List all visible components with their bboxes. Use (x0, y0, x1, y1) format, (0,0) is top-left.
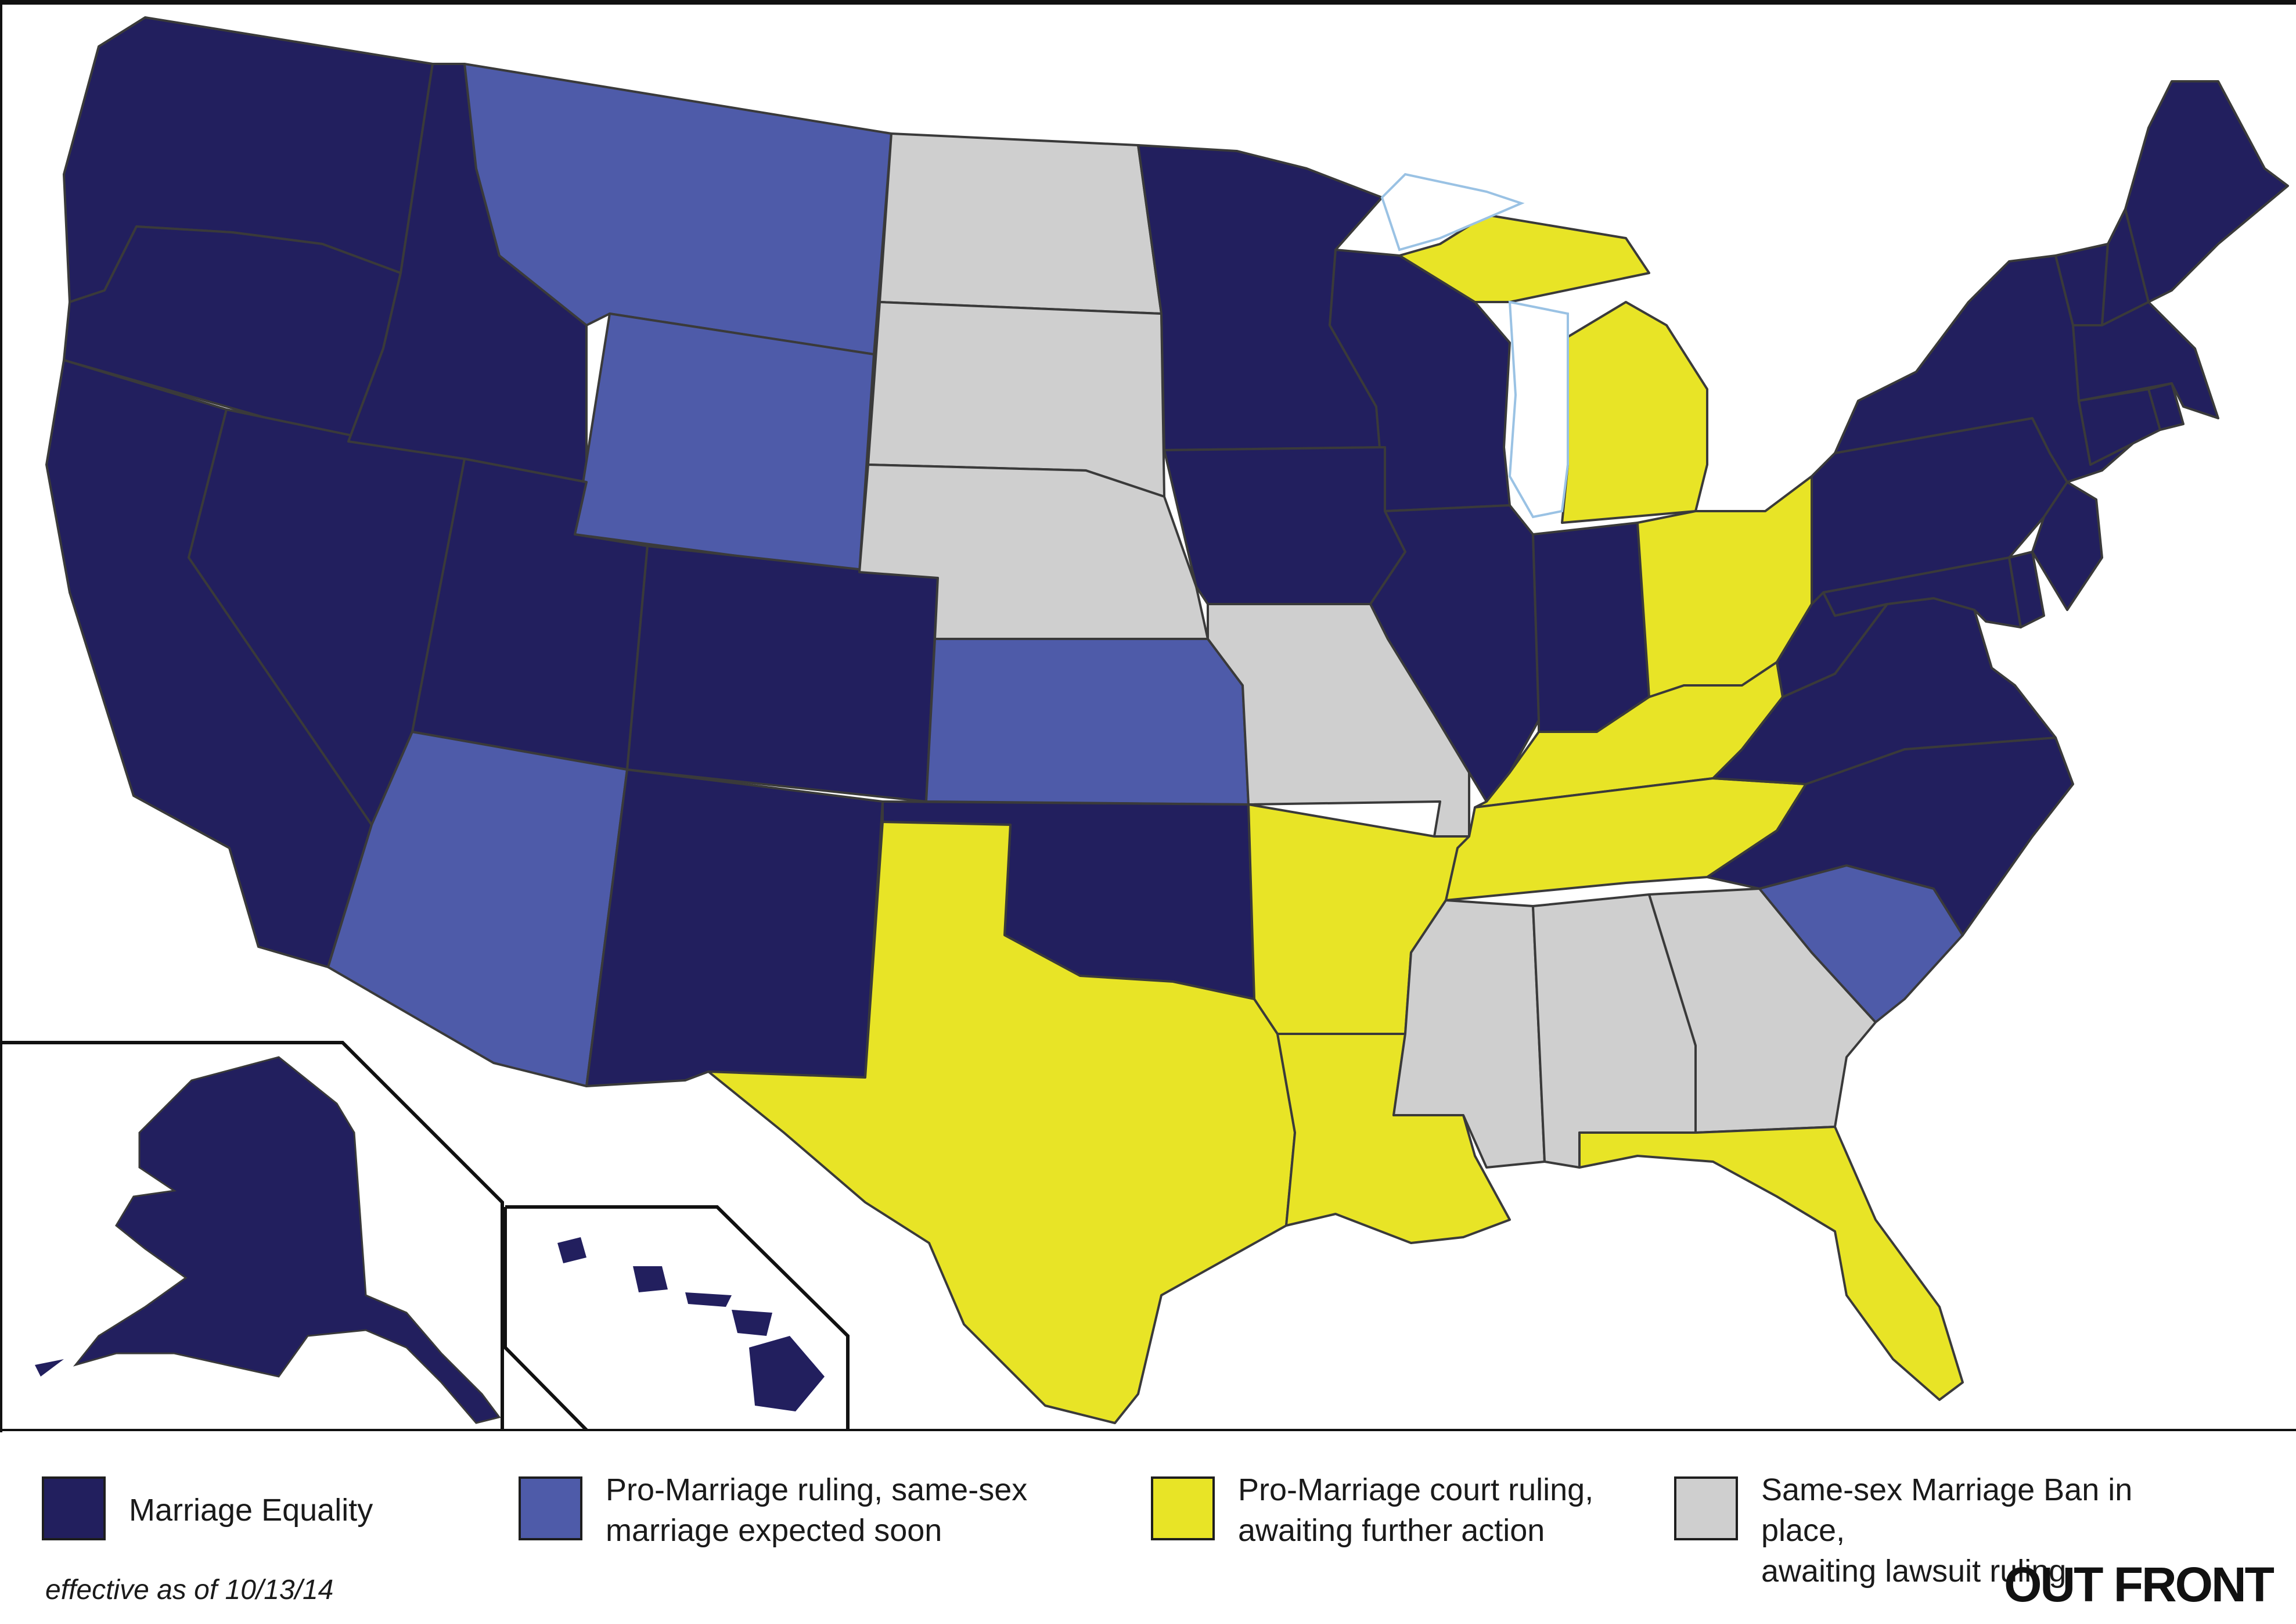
legend-swatch (1674, 1476, 1738, 1540)
legend-label-line: awaiting lawsuit ruling (1761, 1554, 2067, 1589)
legend-label: Pro-Marriage court ruling, awaiting furt… (1238, 1469, 1679, 1551)
state-ND (879, 132, 1163, 315)
legend: Marriage Equality Pro-Marriage ruling, s… (0, 1469, 2296, 1589)
legend-label-line: Same-sex Marriage Ban in place, (1761, 1472, 2133, 1548)
legend-label: Marriage Equality (129, 1490, 570, 1530)
state-AK (73, 1056, 501, 1424)
legend-swatch (1151, 1476, 1215, 1540)
legend-label-line: Pro-Marriage court ruling, (1238, 1472, 1594, 1507)
state-HI-big-island (749, 1336, 825, 1411)
state-CO (626, 545, 939, 803)
state-HI-molokai (685, 1292, 732, 1307)
state-HI-kauai (557, 1237, 586, 1263)
legend-label: Pro-Marriage ruling, same-sex marriage e… (606, 1469, 1047, 1551)
state-WY (574, 312, 875, 573)
legend-swatch (519, 1476, 582, 1540)
state-MI-UP (1398, 214, 1650, 303)
state-FL (1578, 1126, 1964, 1401)
legend-label-line: Pro-Marriage ruling, same-sex (606, 1472, 1028, 1507)
state-RI (2147, 382, 2185, 431)
alaska-inset (0, 1041, 504, 1430)
state-HI-maui (732, 1310, 772, 1336)
legend-label-line: awaiting further action (1238, 1513, 1545, 1548)
state-MI (1555, 301, 1708, 524)
hawaii-inset (503, 1205, 850, 1432)
state-OR (63, 225, 402, 443)
out-front-logo: OUT FRONT (2004, 1557, 2275, 1612)
lake-michigan (1508, 300, 1569, 519)
legend-label-line: Marriage Equality (129, 1493, 373, 1528)
effective-date-note: effective as of 10/13/14 (45, 1575, 334, 1605)
state-AK-island (35, 1359, 64, 1377)
state-TX (707, 821, 1296, 1424)
us-map-svg (0, 0, 2296, 1432)
us-map (0, 0, 2296, 1432)
legend-swatch (42, 1476, 106, 1540)
state-IN (1532, 522, 1650, 733)
state-ME (2124, 80, 2289, 303)
state-NM (585, 768, 884, 1087)
state-KS (925, 638, 1250, 806)
state-IA (1163, 446, 1406, 605)
legend-label: Same-sex Marriage Ban in place, awaiting… (1761, 1469, 2203, 1591)
lake-superior (1380, 173, 1525, 251)
state-DE (2008, 551, 2045, 628)
legend-label-line: marriage expected soon (606, 1513, 942, 1548)
state-IL (1369, 504, 1540, 803)
state-HI-oahu (633, 1266, 668, 1292)
